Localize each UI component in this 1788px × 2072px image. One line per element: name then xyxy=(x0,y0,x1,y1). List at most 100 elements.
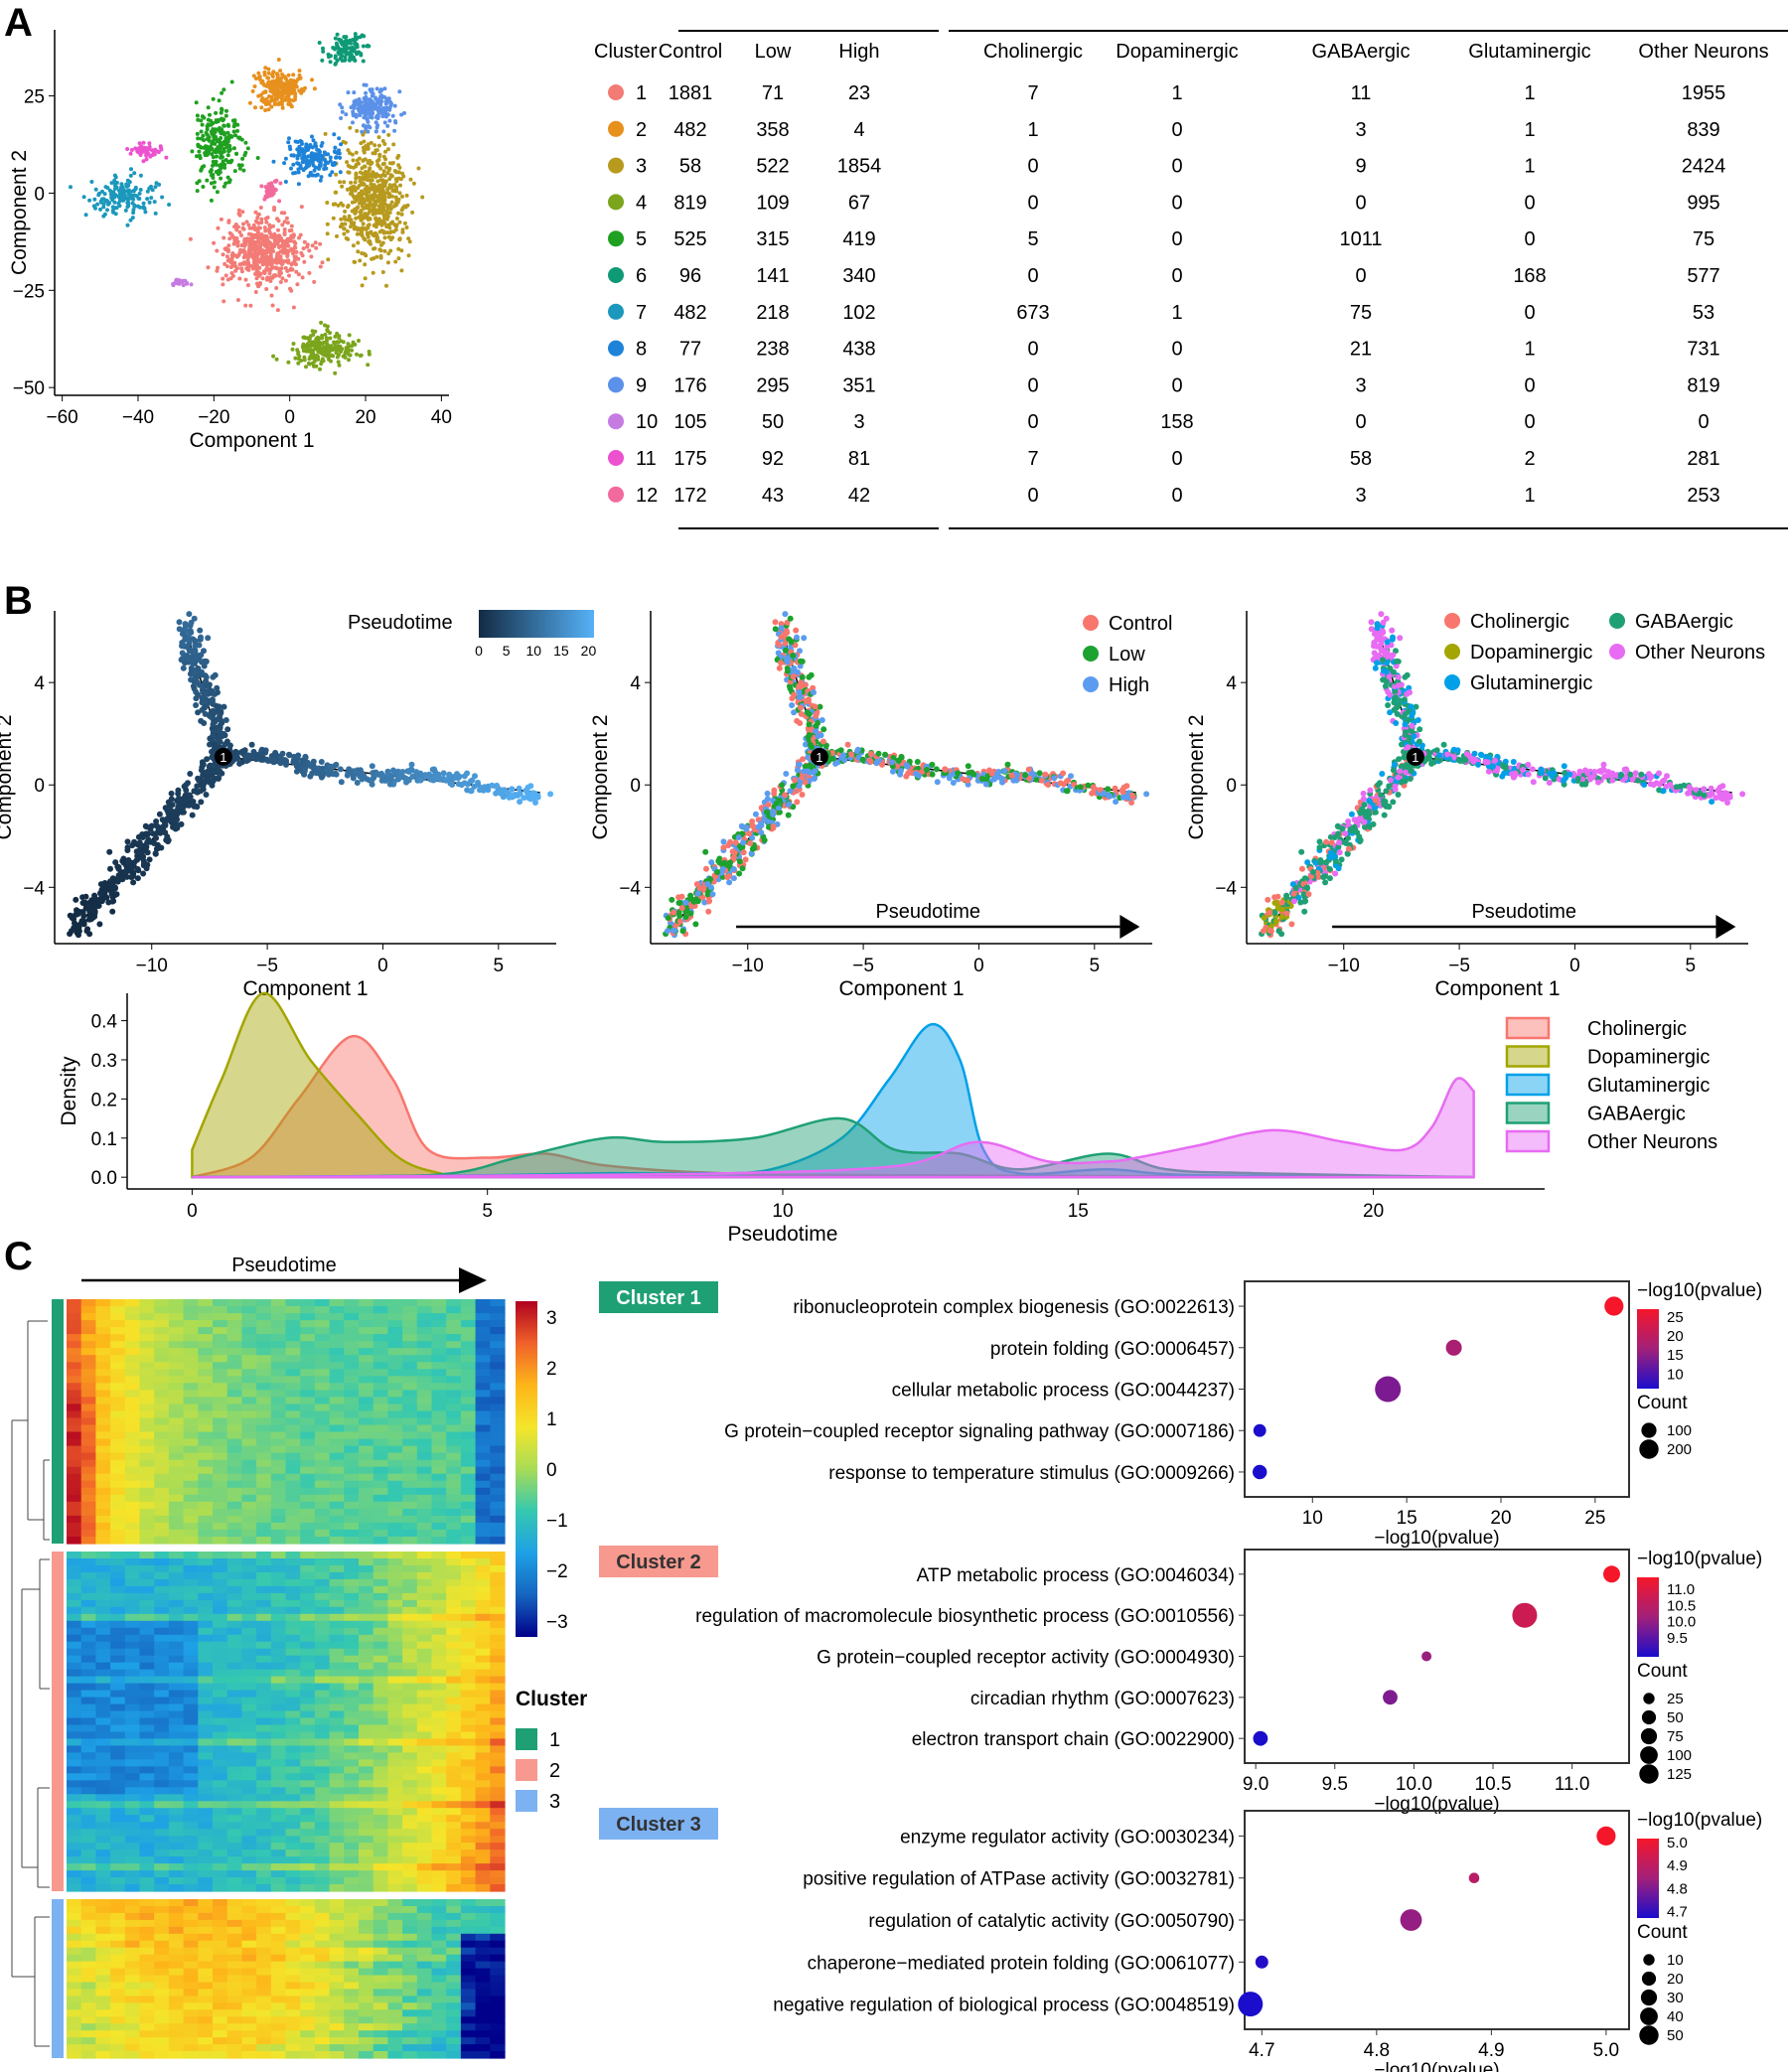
cell-point xyxy=(336,340,341,345)
table-cell: 1 xyxy=(1027,119,1038,141)
cell-point xyxy=(209,145,213,149)
cell-point xyxy=(1022,772,1029,779)
table-cell: 1854 xyxy=(837,156,882,178)
cell-point xyxy=(227,148,232,153)
cell-point xyxy=(297,144,302,149)
cell-point xyxy=(227,178,232,183)
cell-point xyxy=(988,770,995,777)
table-cell: 3 xyxy=(853,411,864,433)
cell-point xyxy=(125,859,132,866)
cell-point xyxy=(794,767,801,774)
cell-point xyxy=(335,46,340,51)
table-cell: 1 xyxy=(1171,82,1182,104)
cell-point xyxy=(1389,627,1396,634)
cell-point xyxy=(195,154,199,159)
cell-point xyxy=(340,184,345,189)
cell-point xyxy=(256,71,261,75)
cell-point xyxy=(109,908,116,915)
cell-point xyxy=(202,710,209,717)
cluster-10-points xyxy=(171,277,194,288)
cell-point xyxy=(362,206,367,211)
cell-point xyxy=(304,365,308,370)
cell-point xyxy=(106,848,113,855)
cell-point xyxy=(364,90,369,95)
cell-point xyxy=(1407,689,1413,696)
y-axis-title: Component 2 xyxy=(8,150,31,275)
cell-point xyxy=(356,186,361,191)
cell-point xyxy=(217,149,221,154)
cell-point xyxy=(359,228,364,233)
cell-point xyxy=(1105,792,1112,799)
cell-point xyxy=(374,86,379,91)
cell-point xyxy=(343,209,348,214)
cell-point xyxy=(296,170,301,175)
cell-point xyxy=(847,751,854,758)
cell-point xyxy=(283,278,288,283)
cell-point xyxy=(327,350,332,355)
cell-point xyxy=(283,265,288,270)
cell-point xyxy=(380,139,385,143)
cell-point xyxy=(296,352,301,357)
legend-swatch xyxy=(1083,646,1099,662)
cell-point xyxy=(854,746,861,753)
cell-point xyxy=(296,256,301,261)
cell-point xyxy=(394,179,399,184)
cell-point xyxy=(224,108,228,113)
cell-point xyxy=(147,144,152,149)
cell-point xyxy=(333,150,338,155)
cell-point xyxy=(790,783,797,790)
cell-point xyxy=(230,234,235,239)
cell-point xyxy=(799,774,806,781)
cell-point xyxy=(195,691,202,698)
cell-point xyxy=(330,348,335,353)
cell-point xyxy=(279,262,284,266)
table-cell: 172 xyxy=(673,485,706,507)
cell-point xyxy=(285,240,290,245)
table-cell: 253 xyxy=(1687,485,1719,507)
cell-point xyxy=(740,839,747,846)
cell-point xyxy=(408,761,415,768)
cell-point xyxy=(191,788,198,795)
cell-point xyxy=(364,176,369,180)
cell-point xyxy=(1416,738,1422,745)
cell-point xyxy=(149,196,154,201)
cell-point xyxy=(338,779,345,786)
cell-point xyxy=(354,171,359,176)
cell-point xyxy=(736,858,743,865)
cell-point xyxy=(130,879,137,886)
cell-point xyxy=(371,208,374,213)
table-cell: 1 xyxy=(1524,156,1535,178)
cell-point xyxy=(276,227,280,232)
cell-point xyxy=(320,58,325,63)
cell-point xyxy=(875,750,882,757)
cell-point xyxy=(372,193,377,198)
cell-point xyxy=(143,865,150,872)
cell-point xyxy=(366,186,371,191)
cell-point xyxy=(388,174,393,179)
cell-point xyxy=(125,222,130,227)
cell-point xyxy=(352,38,357,43)
cell-point xyxy=(235,298,240,302)
cell-point xyxy=(80,900,87,906)
cell-point xyxy=(350,46,354,51)
cell-point xyxy=(265,80,270,85)
cell-point xyxy=(349,105,354,110)
y-tick-label: 0 xyxy=(630,776,641,797)
cell-point xyxy=(339,201,344,206)
cell-point xyxy=(144,849,151,856)
cell-point xyxy=(264,287,269,291)
cell-point xyxy=(784,657,790,664)
cell-point xyxy=(271,751,278,757)
cell-point xyxy=(206,779,213,786)
cell-point xyxy=(783,771,790,777)
table-cell: 0 xyxy=(1171,192,1182,214)
cell-point xyxy=(379,93,384,98)
x-tick-label: 0 xyxy=(284,407,295,428)
cell-point xyxy=(679,928,686,935)
cell-point xyxy=(189,812,196,818)
cell-point xyxy=(277,233,281,238)
cell-point xyxy=(119,198,124,202)
cell-point xyxy=(156,150,161,155)
cell-point xyxy=(795,668,801,675)
cell-point xyxy=(339,51,344,56)
